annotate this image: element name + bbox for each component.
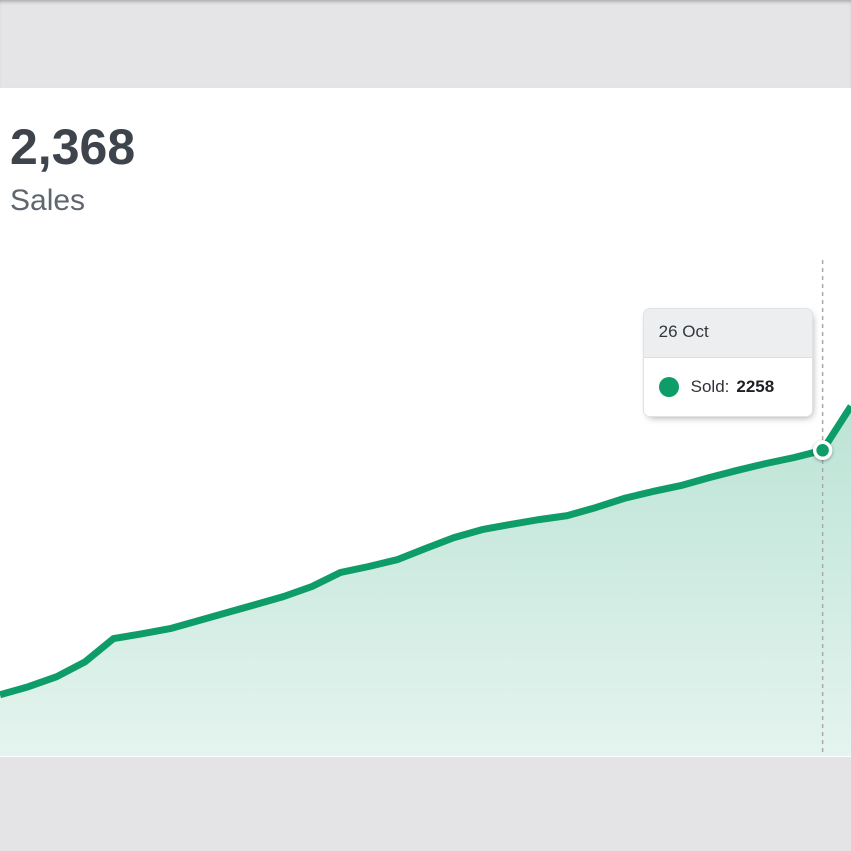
tooltip-value: 2258	[736, 377, 775, 396]
sales-line	[0, 404, 851, 699]
tooltip-title: 26 Oct	[643, 309, 812, 358]
series-dot-icon	[658, 377, 679, 397]
tooltip-series-label: Sold:	[690, 377, 730, 396]
chart-tooltip: 26 Oct Sold: 2258	[642, 308, 813, 417]
tooltip-body: Sold: 2258	[643, 358, 812, 416]
area-fill	[0, 406, 851, 756]
highlight-marker-dot	[812, 440, 833, 461]
stat-label: Sales	[10, 184, 86, 217]
stat-value: 2,368	[10, 119, 136, 175]
top-bar	[0, 0, 851, 88]
bottom-bar	[0, 757, 851, 851]
